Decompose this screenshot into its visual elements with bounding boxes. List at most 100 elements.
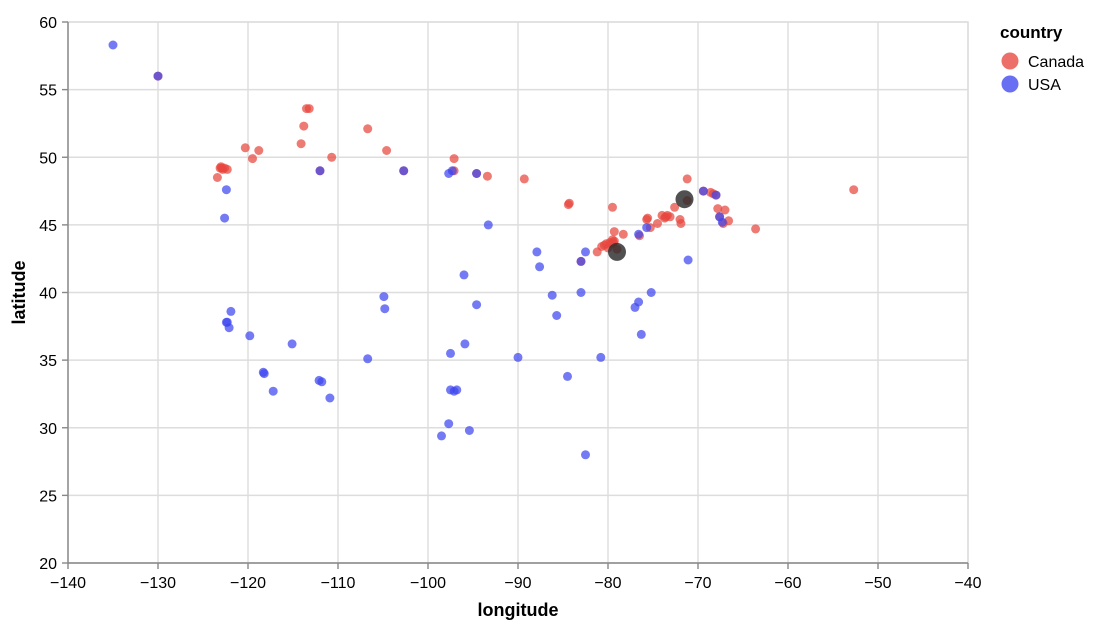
point-usa [634,297,644,307]
point-usa [222,317,232,327]
point-canada [304,104,314,114]
point-usa [108,40,118,50]
point-canada [564,198,574,208]
point-canada [609,227,619,237]
point-usa [317,377,327,387]
legend-label-usa: USA [1028,77,1061,94]
point-usa [683,255,693,265]
y-tick-label: 45 [39,218,57,235]
point-usa [636,329,646,339]
point-usa [581,247,590,257]
point-canada [299,121,309,131]
point-usa [472,169,482,178]
x-tick-label: −120 [230,575,266,592]
highlighted-point [608,242,626,261]
point-canada [643,213,653,223]
point-usa [452,385,462,395]
point-canada [682,174,692,184]
x-tick-label: −100 [410,575,446,592]
point-canada [382,146,392,155]
point-usa [221,185,231,195]
point-usa [268,386,278,396]
legend-swatch-canada [1001,52,1019,70]
point-usa [153,71,163,81]
legend-swatch-usa [1001,75,1019,93]
point-usa [258,367,268,377]
point-usa [444,419,454,429]
point-canada [608,202,617,212]
point-usa [446,348,455,358]
grid [67,21,969,564]
point-usa [634,229,644,239]
y-tick-label: 40 [39,286,57,303]
point-canada [212,173,222,182]
x-tick-label: −60 [774,575,801,592]
axes: −140 −130 −120 −110 −100 −90 −80 −70 −60 −50 −40 2… [9,15,982,620]
y-axis-title: latitude [9,260,29,324]
x-tick-label: −40 [954,575,981,592]
point-canada [222,164,232,174]
legend-title: country [1000,23,1063,42]
point-canada [449,154,459,164]
point-usa [226,306,236,316]
data-points [108,40,859,460]
point-canada [670,202,680,212]
x-tick-label: −90 [504,575,531,592]
x-axis-title: longitude [478,600,559,620]
x-tick-label: −70 [684,575,711,592]
y-tick-label: 20 [39,556,57,573]
y-tick-label: 35 [39,353,57,370]
y-tick-label: 25 [39,488,57,505]
point-canada [665,212,675,222]
point-usa [717,217,727,227]
point-usa [459,270,469,280]
point-usa [513,352,523,362]
point-usa [547,290,557,300]
x-tick-label: −80 [594,575,621,592]
y-tick-label: 60 [39,15,57,32]
point-usa [447,166,457,176]
highlighted-point [675,190,694,209]
point-canada [296,139,306,149]
point-usa [532,247,542,257]
point-canada [720,205,730,215]
point-canada [713,204,723,214]
point-canada [254,146,264,155]
point-canada [240,143,250,153]
point-canada [849,185,859,195]
point-canada [618,229,628,239]
point-usa [437,431,446,441]
point-usa [220,213,230,223]
point-usa [315,166,325,176]
legend-items: Canada USA [1001,52,1084,94]
point-usa [464,426,474,435]
point-canada [248,154,257,164]
point-canada [653,219,662,228]
point-usa [563,371,572,381]
y-tick-label: 30 [39,421,57,438]
legend: country Canada USA [1000,23,1084,94]
point-usa [325,393,335,403]
point-usa [483,220,493,230]
y-tick-label: 50 [39,150,57,167]
point-usa [380,304,390,314]
point-usa [552,311,562,320]
point-usa [535,262,545,272]
point-usa [646,288,656,297]
point-canada [676,219,686,228]
point-usa [576,256,586,266]
x-axis-ticks: −140 −130 −120 −110 −100 −90 −80 −70 −60 −50 −40 [50,563,982,592]
point-usa [460,339,470,349]
point-usa [379,292,389,302]
point-usa [245,331,255,341]
point-usa [363,354,373,364]
point-usa [287,339,297,349]
point-usa [581,450,590,460]
point-canada [519,174,529,184]
point-usa [596,352,606,362]
x-tick-label: −130 [140,575,176,592]
point-canada [482,171,492,181]
point-usa [472,300,482,310]
